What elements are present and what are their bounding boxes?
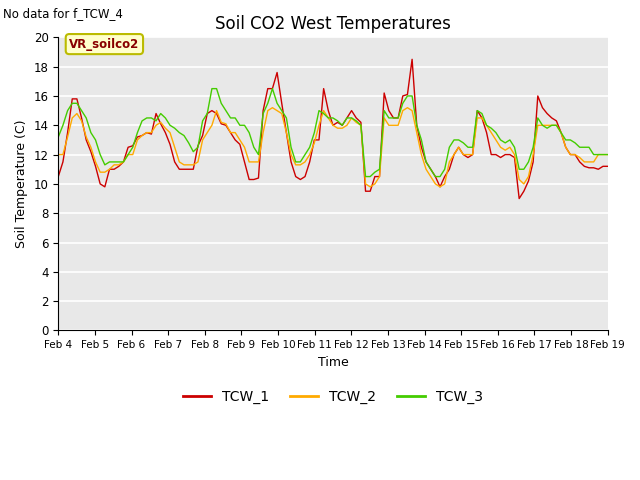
TCW_1 bbox=[534, 93, 541, 99]
Title: Soil CO2 West Temperatures: Soil CO2 West Temperatures bbox=[215, 15, 451, 33]
TCW_1 bbox=[376, 174, 383, 180]
TCW_3 bbox=[362, 174, 369, 180]
TCW_2 bbox=[166, 130, 174, 135]
TCW_1 bbox=[515, 196, 523, 202]
Text: VR_soilco2: VR_soilco2 bbox=[69, 37, 140, 50]
Text: No data for f_TCW_4: No data for f_TCW_4 bbox=[3, 7, 123, 20]
X-axis label: Time: Time bbox=[317, 356, 348, 369]
TCW_3 bbox=[464, 144, 472, 150]
TCW_2 bbox=[604, 152, 611, 157]
TCW_3 bbox=[166, 122, 174, 128]
TCW_1 bbox=[166, 142, 174, 147]
Legend: TCW_1, TCW_2, TCW_3: TCW_1, TCW_2, TCW_3 bbox=[178, 384, 488, 409]
TCW_2 bbox=[534, 122, 541, 128]
TCW_3 bbox=[231, 115, 239, 121]
TCW_2 bbox=[366, 184, 374, 190]
TCW_3 bbox=[208, 86, 216, 92]
TCW_2 bbox=[464, 152, 472, 157]
TCW_2 bbox=[269, 105, 276, 110]
TCW_1 bbox=[227, 130, 234, 135]
TCW_1 bbox=[54, 174, 62, 180]
Line: TCW_3: TCW_3 bbox=[58, 89, 607, 177]
TCW_3 bbox=[506, 137, 514, 143]
TCW_2 bbox=[506, 144, 514, 150]
TCW_3 bbox=[54, 134, 62, 140]
TCW_3 bbox=[385, 115, 393, 121]
TCW_1 bbox=[604, 163, 611, 169]
Line: TCW_1: TCW_1 bbox=[58, 60, 607, 199]
TCW_1 bbox=[460, 152, 467, 157]
TCW_3 bbox=[534, 115, 541, 121]
TCW_3 bbox=[604, 152, 611, 157]
Line: TCW_2: TCW_2 bbox=[58, 108, 607, 187]
Y-axis label: Soil Temperature (C): Soil Temperature (C) bbox=[15, 120, 28, 248]
TCW_2 bbox=[227, 130, 234, 135]
TCW_1 bbox=[408, 57, 416, 62]
TCW_1 bbox=[501, 152, 509, 157]
TCW_2 bbox=[54, 152, 62, 157]
TCW_2 bbox=[385, 122, 393, 128]
